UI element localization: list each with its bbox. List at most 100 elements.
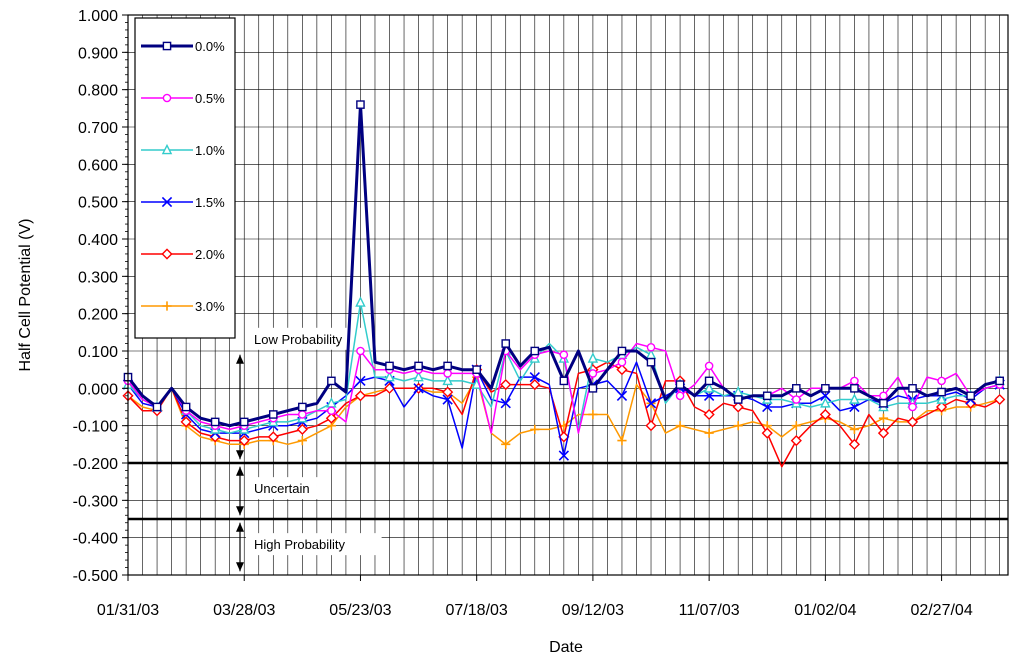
y-tick-label: -0.200 [73, 456, 118, 473]
data-point [733, 395, 743, 404]
data-point [443, 369, 452, 378]
data-point [850, 376, 859, 386]
data-point [937, 387, 946, 397]
y-tick-label: 0.700 [78, 120, 118, 137]
y-tick-label: 0.200 [78, 307, 118, 324]
data-point [704, 361, 714, 371]
y-tick-label: 1.000 [78, 8, 118, 25]
data-point [645, 420, 657, 432]
data-point [966, 391, 975, 401]
y-tick-label: -0.300 [73, 493, 118, 510]
data-point [704, 428, 714, 438]
legend-label: 3.0% [195, 299, 225, 314]
data-point [162, 301, 172, 311]
data-point [296, 423, 308, 435]
data-point [995, 376, 1004, 386]
data-point [298, 410, 307, 419]
data-point [792, 395, 801, 404]
data-point [877, 427, 890, 439]
x-tick-label: 07/18/03 [446, 602, 508, 619]
y-tick-label: 0.400 [78, 232, 118, 249]
data-point [790, 435, 802, 447]
data-point [908, 384, 917, 393]
data-point [356, 346, 365, 356]
data-point [762, 401, 773, 413]
data-point [413, 370, 424, 382]
data-point [848, 438, 861, 450]
y-tick-label: -0.400 [73, 531, 118, 548]
data-point [820, 390, 831, 401]
annotation-bg [246, 327, 374, 350]
data-point [472, 365, 481, 374]
data-point [617, 357, 627, 367]
data-point [530, 424, 540, 434]
legend-entry: 1.0% [141, 143, 225, 158]
arrow-head [236, 522, 244, 532]
data-point [646, 357, 656, 367]
data-point [588, 369, 598, 378]
legend-entry: 1.5% [141, 195, 225, 210]
data-point [325, 412, 337, 424]
data-point [878, 413, 889, 423]
data-point [267, 431, 279, 443]
annotation-label: Low Probability [254, 332, 343, 347]
series-0.0% [123, 100, 1004, 428]
data-point [161, 196, 173, 208]
data-point [616, 390, 628, 401]
data-point [616, 364, 628, 376]
x-tick-label: 11/07/03 [679, 602, 740, 619]
arrow-head [236, 450, 244, 460]
data-point [675, 391, 685, 401]
data-point [238, 435, 250, 447]
data-point [413, 383, 424, 394]
data-point [501, 339, 511, 348]
data-point [298, 402, 307, 412]
data-point [879, 398, 888, 408]
data-point [617, 436, 627, 446]
data-point [849, 424, 860, 434]
data-point [849, 401, 860, 413]
x-tick-label: 02/27/04 [910, 602, 972, 619]
data-point [181, 402, 191, 412]
data-point [588, 384, 598, 393]
legend: 0.0% 0.5% 1.0% 1.5% 2.0% 3.0% [134, 17, 236, 339]
data-point [675, 421, 685, 431]
legend-box [134, 17, 236, 339]
legend-label: 0.5% [195, 91, 225, 106]
y-axis-ticks: 1.000 0.900 0.800 0.700 0.600 0.500 0.400 0.300… [73, 8, 128, 585]
annotation-label: High Probability [254, 537, 346, 552]
data-point [327, 406, 336, 416]
arrow-head [236, 562, 244, 572]
threshold-lines [128, 461, 1008, 521]
data-point [355, 375, 366, 387]
data-point [558, 431, 570, 443]
y-tick-label: 0.800 [78, 83, 118, 100]
x-tick-label: 05/23/03 [329, 602, 391, 619]
data-point [384, 370, 395, 382]
legend-label: 1.0% [195, 143, 225, 158]
data-point [675, 380, 685, 389]
data-point [500, 379, 512, 391]
y-tick-label: 0.300 [78, 269, 118, 286]
data-point [936, 393, 947, 404]
arrow-head [236, 466, 244, 476]
data-point [820, 397, 831, 408]
data-point [442, 386, 454, 398]
legend-label: 1.5% [195, 195, 225, 210]
x-axis-ticks: 01/31/03 03/28/03 05/23/03 07/18/03 09/12/03… [97, 575, 973, 619]
data-point [443, 361, 452, 371]
data-point [645, 398, 657, 409]
data-point [792, 384, 801, 393]
x-tick-label: 01/02/04 [794, 602, 856, 619]
legend-entry: 3.0% [141, 299, 225, 314]
data-point [819, 408, 831, 421]
data-point [587, 352, 599, 363]
probability-annotations: Low Probability Uncertain High Probability [236, 327, 382, 572]
data-point [732, 401, 744, 413]
legend-entry: 0.0% [141, 39, 225, 54]
data-point [385, 361, 394, 371]
annotation-bg [246, 477, 329, 500]
data-point [529, 371, 540, 383]
data-point [152, 402, 162, 412]
